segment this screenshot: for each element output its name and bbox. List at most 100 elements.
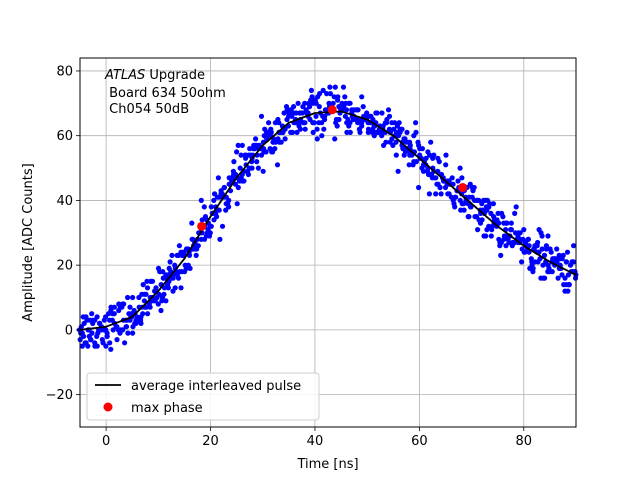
sample-point: [88, 337, 94, 343]
sample-point: [386, 113, 393, 119]
sample-point: [359, 123, 365, 129]
sample-point: [526, 243, 532, 249]
sample-point: [195, 243, 201, 249]
sample-point: [108, 346, 114, 352]
annotation-line-3: Ch054 50dB: [105, 102, 189, 117]
sample-point: [332, 136, 338, 142]
sample-point: [498, 252, 504, 258]
sample-point: [238, 152, 244, 158]
sample-point: [335, 97, 341, 103]
sample-point: [420, 168, 427, 174]
sample-point: [144, 285, 151, 291]
sample-point: [272, 146, 278, 152]
sample-point: [208, 204, 214, 210]
sample-point: [94, 343, 100, 349]
max-phase-point: [458, 182, 468, 192]
sample-point: [291, 104, 297, 110]
sample-point: [549, 269, 555, 275]
sample-point: [308, 87, 314, 93]
sample-point: [340, 84, 347, 90]
y-axis-label: Amplitude [ADC Counts]: [21, 163, 36, 321]
sample-point: [488, 233, 494, 239]
sample-point: [176, 243, 182, 249]
sample-point: [282, 136, 288, 142]
sample-point: [467, 204, 474, 210]
sample-point: [347, 120, 353, 126]
sample-point: [546, 265, 552, 271]
sample-point: [122, 340, 128, 346]
sample-point: [336, 116, 342, 123]
sample-point: [235, 142, 241, 148]
sample-point: [555, 275, 561, 281]
sample-point: [131, 307, 137, 314]
sample-point: [237, 165, 243, 171]
sample-point: [178, 285, 184, 291]
sample-point: [535, 239, 541, 246]
sample-point: [486, 223, 492, 229]
sample-point: [479, 217, 485, 223]
x-tick-label: 0: [102, 434, 110, 449]
sample-point: [302, 120, 308, 126]
sample-point: [459, 175, 465, 181]
sample-point: [111, 311, 117, 317]
sample-point: [413, 159, 419, 165]
y-tick-label: 40: [56, 194, 73, 209]
sample-point: [476, 197, 482, 203]
sample-point: [302, 126, 308, 132]
sample-point: [517, 230, 523, 236]
sample-point: [302, 100, 308, 106]
sample-point: [396, 120, 402, 126]
sample-point: [562, 275, 568, 281]
sample-point: [559, 256, 565, 262]
sample-point: [427, 152, 433, 158]
sample-point: [564, 249, 571, 255]
sample-point: [141, 298, 147, 304]
sample-point: [407, 142, 413, 148]
sample-point: [121, 301, 127, 307]
sample-point: [145, 311, 151, 317]
sample-point: [383, 120, 390, 126]
sample-point: [172, 262, 178, 268]
sample-point: [311, 120, 317, 126]
sample-point: [127, 304, 133, 310]
sample-point: [140, 282, 146, 288]
sample-point: [231, 159, 237, 165]
sample-point: [290, 129, 296, 135]
sample-point: [268, 129, 274, 135]
y-tick-label: 0: [65, 323, 73, 338]
sample-point: [175, 275, 182, 281]
sample-point: [451, 201, 457, 207]
sample-point: [324, 91, 330, 97]
sample-point: [526, 249, 532, 255]
sample-point: [189, 220, 195, 226]
sample-point: [423, 155, 429, 161]
sample-point: [239, 142, 245, 148]
sample-point: [499, 210, 505, 216]
sample-point: [274, 162, 281, 168]
y-tick-label: −20: [46, 388, 73, 403]
sample-point: [438, 191, 444, 197]
max-phase-markers: [197, 105, 468, 231]
sample-point: [530, 269, 536, 275]
sample-point: [160, 269, 166, 275]
sample-point: [85, 343, 91, 349]
sample-point: [508, 227, 514, 233]
sample-point: [81, 333, 87, 339]
sample-point: [508, 220, 514, 226]
sample-point: [443, 162, 449, 168]
sample-point: [322, 116, 328, 123]
sample-point: [295, 100, 301, 106]
sample-point: [543, 243, 550, 249]
sample-point: [169, 252, 175, 258]
sample-point: [161, 285, 168, 291]
sample-point: [453, 194, 459, 200]
legend-entry-max-phase: max phase: [131, 401, 203, 416]
sample-point: [359, 94, 365, 100]
x-tick-label: 40: [307, 434, 324, 449]
sample-point: [379, 110, 385, 116]
sample-point: [234, 201, 240, 207]
average-pulse-line: [79, 110, 577, 331]
sample-point: [170, 275, 176, 281]
sample-point: [513, 204, 519, 210]
sample-point: [404, 129, 410, 135]
